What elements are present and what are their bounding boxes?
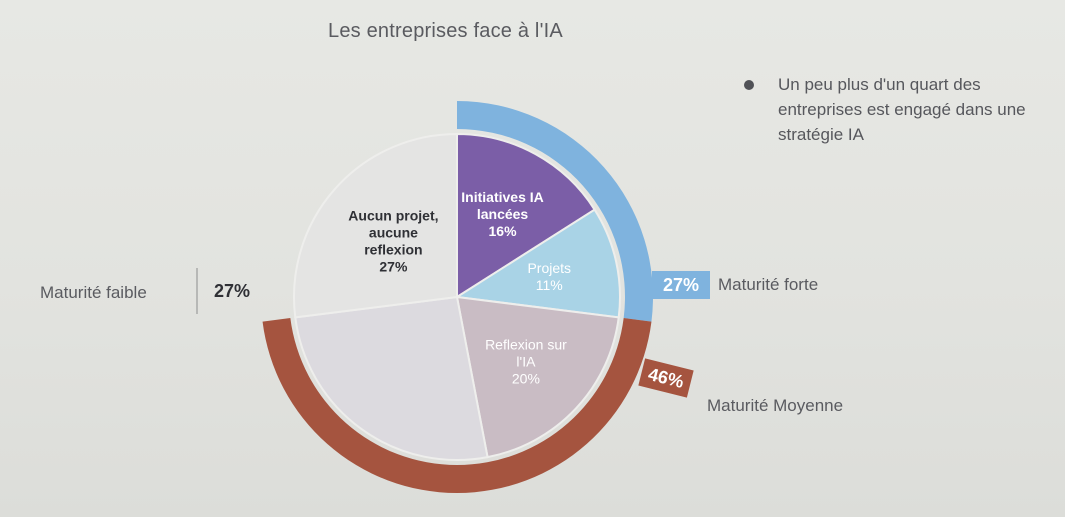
pie-slice-4 (294, 295, 489, 461)
pie-slice-1 (456, 132, 597, 299)
legend-divider (196, 268, 198, 314)
legend-label-faible: Maturité faible (40, 283, 147, 302)
legend-value-faible: 27% (213, 281, 251, 301)
pie-slice-2 (454, 208, 621, 319)
chart-title: Les entreprises face à l'IA (328, 20, 563, 42)
bullet-icon (744, 80, 754, 90)
maturity-ring-forte (457, 101, 653, 322)
legend-label-forte: Maturité forte (718, 275, 819, 294)
pie-slice-label-3: Reflexion sur l'IA 20% (485, 337, 567, 387)
pie-slice-label-5: Aucun projet, aucune reflexion 27% (348, 207, 438, 274)
key-note-text: Un peu plus d'un quart des entreprises e… (778, 75, 1026, 144)
key-note: Un peu plus d'un quart des entreprises e… (744, 72, 1062, 147)
legend-value-forte: 27% (652, 271, 710, 299)
pie-slice-label-1: Initiatives IA lancées 16% (461, 189, 543, 239)
pie-slice-5 (293, 132, 458, 319)
maturity-ring-moyenne (262, 318, 652, 493)
legend-label-moyenne: Maturité Moyenne (707, 396, 844, 415)
pie-slice-label-2: Projets 11% (527, 260, 571, 293)
pie-slice-3 (455, 295, 620, 459)
